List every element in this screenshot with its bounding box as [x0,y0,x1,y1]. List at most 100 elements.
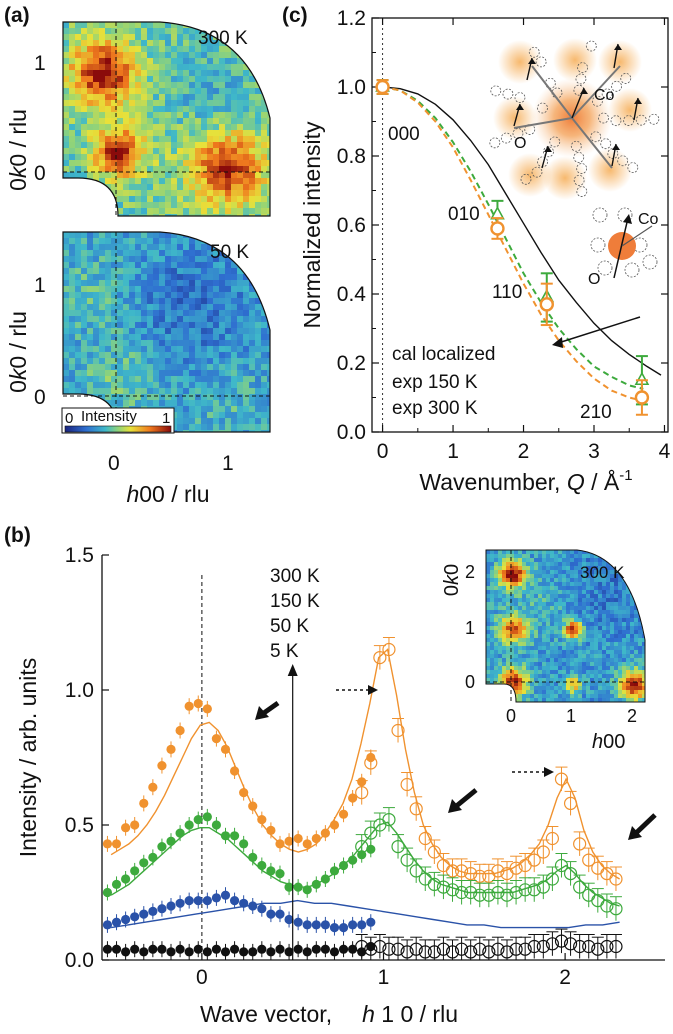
inset-cell [510,610,515,615]
map-cell [123,94,130,101]
map-cell [69,40,76,47]
inset-cell [638,650,643,655]
map-cell [171,28,178,35]
map-cell [69,310,76,317]
map-cell [201,46,208,53]
map-cell [213,424,220,431]
inset-cell [566,690,571,695]
map-cell [213,310,220,317]
inset-cell [530,626,535,631]
map-cell [195,46,202,53]
inset-cell [522,562,527,567]
map-cell [201,268,208,275]
map-cell [141,400,148,407]
inset-cell [546,602,551,607]
inset-cell [498,646,503,651]
map-cell [135,88,142,95]
map-cell [267,34,270,41]
map-cell [153,34,160,41]
atom-site [514,92,526,104]
map-cell [147,82,154,89]
map-cell [81,364,88,371]
inset-cell [526,694,531,699]
inset-cell [610,694,615,699]
map-cell [189,70,196,77]
map-cell [117,82,124,89]
map-cell [63,394,70,401]
point-5k [275,944,285,954]
point-300k [302,839,312,849]
map-cell [249,166,256,173]
atom-site [528,46,540,58]
map-cell [171,364,178,371]
inset-cell [534,570,539,575]
inset-cell [626,618,631,623]
map-cell [165,376,172,383]
map-cell [129,148,136,155]
map-cell [267,364,270,371]
point-300k [239,788,249,798]
map-cell [75,370,82,377]
inset-cell [606,594,611,599]
inset-cell [570,666,575,671]
inset-cell [614,658,619,663]
map-cell [123,256,130,263]
map-cell [105,28,112,35]
map-cell [213,400,220,407]
bond [531,65,573,119]
map-cell [219,292,226,299]
map-cell [189,196,196,203]
map-cell [237,70,244,77]
inset-cell [546,614,551,619]
map-cell [207,64,214,71]
map-cell [165,340,172,347]
inset-cell [486,646,491,651]
inset-cell [586,670,591,675]
map-cell [237,274,244,281]
map-cell [249,130,256,137]
inset-cell [622,698,627,702]
inset-cell [642,586,645,591]
inset-cell [486,662,491,667]
inset-cell [494,626,499,631]
map-cell [177,310,184,317]
map-cell [237,400,244,407]
open-point-5k [382,942,396,956]
map-cell [165,214,172,216]
inset-cell [630,570,635,575]
map-cell [249,340,256,347]
map-cell [177,58,184,65]
inset-cell [574,666,579,671]
map-cell [153,322,160,329]
map-cell [189,142,196,149]
inset-cell [542,606,547,611]
inset-cell [626,614,631,619]
inset-cell [546,702,550,706]
map-cell [81,58,88,65]
map-cell [249,196,256,203]
point-300k [257,815,267,825]
map-cell [171,70,178,77]
point-300k [193,698,203,709]
map-cell [147,202,154,209]
map-cell [141,256,148,263]
inset-cell [590,586,595,591]
open-point-150k [554,858,569,873]
inset-cell [558,658,563,663]
inset-cell [570,566,575,571]
atom-site [537,102,548,114]
map-cell [69,208,76,215]
open-point-300k [454,864,469,878]
map-cell [153,58,160,65]
map-cell [237,64,244,71]
map-cell [189,388,196,395]
map-cell [183,250,190,257]
map-cell [195,334,202,341]
map-cell [171,94,178,101]
curve-exp-150-k [382,86,644,390]
inset-cell [494,602,499,607]
map-cell [75,334,82,341]
map-cell [69,238,76,245]
inset-cell [598,694,603,699]
map-cell [87,106,94,113]
